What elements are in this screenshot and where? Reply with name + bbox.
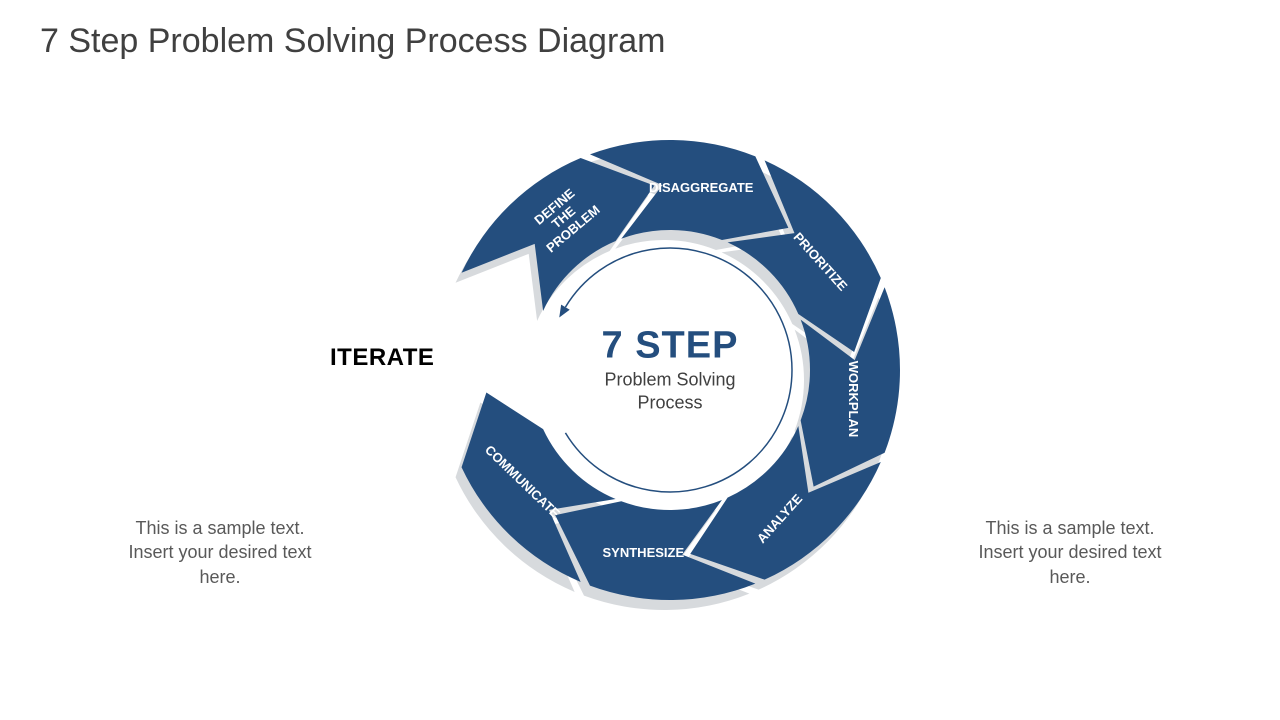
process-ring-diagram: 7 STEP Problem SolvingProcess DEFINETHEP…	[410, 110, 930, 630]
center-title: 7 STEP	[560, 327, 780, 365]
slide-title: 7 Step Problem Solving Process Diagram	[40, 22, 666, 61]
inner-circle-arrowhead	[559, 305, 569, 318]
slide: 7 Step Problem Solving Process Diagram T…	[0, 0, 1280, 720]
center-caption: 7 STEP Problem SolvingProcess	[560, 327, 780, 414]
center-subtitle: Problem SolvingProcess	[560, 369, 780, 414]
right-sample-text: This is a sample text.Insert your desire…	[955, 516, 1185, 589]
left-sample-text: This is a sample text.Insert your desire…	[105, 516, 335, 589]
